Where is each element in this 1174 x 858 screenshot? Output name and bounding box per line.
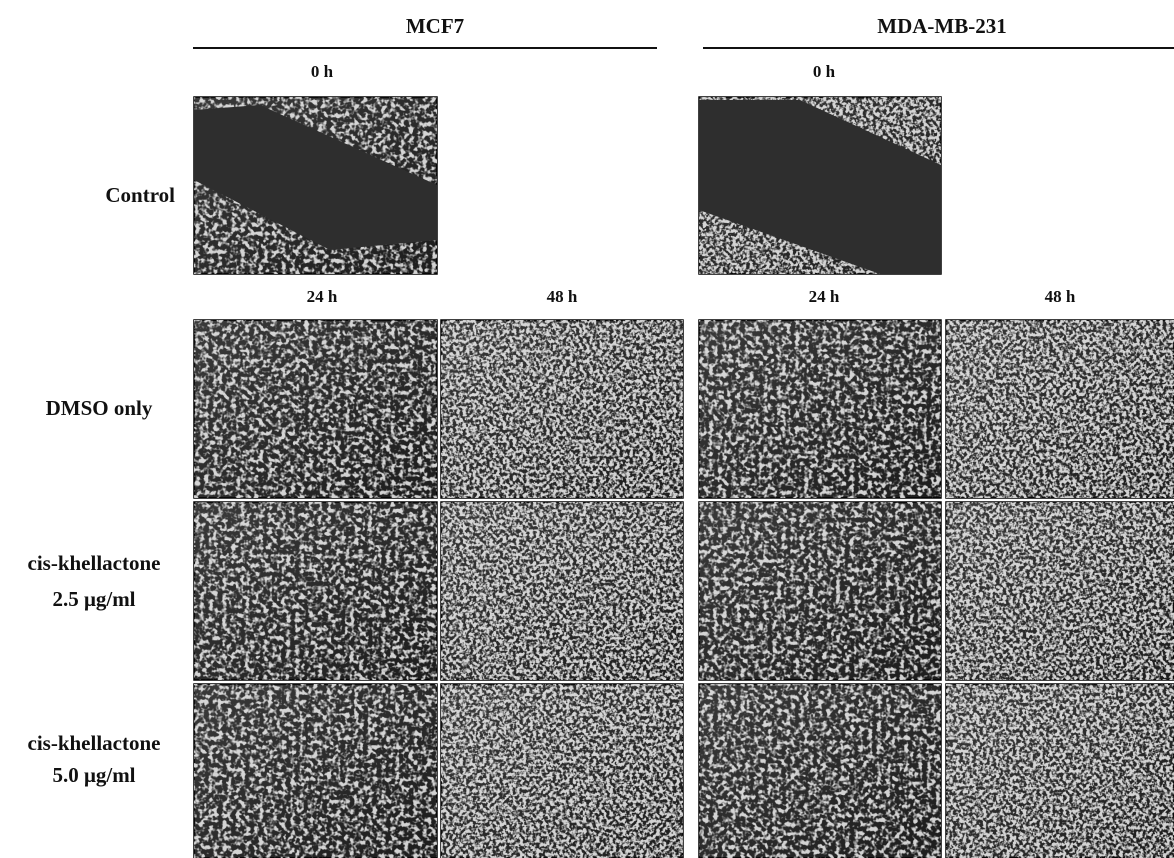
row-label: 5.0 μg/ml [52,763,135,787]
micrograph [441,684,683,858]
micrograph [946,684,1174,858]
micrograph [441,502,683,680]
column-title: MCF7 [406,14,464,38]
time-label: 48 h [547,287,578,306]
time-label: 24 h [809,287,840,306]
row-label: DMSO only [46,396,153,420]
micrograph [699,502,941,680]
micrograph [946,320,1174,498]
panels [194,97,1174,858]
column-title: MDA-MB-231 [877,14,1006,38]
time-label: 48 h [1045,287,1076,306]
time-label: 0 h [311,62,334,81]
micrograph [441,320,683,498]
row-label: cis-khellactone [28,731,161,755]
row-label: cis-khellactone [28,551,161,575]
row-label: Control [105,183,175,207]
figure: MCF7 MDA-MB-231 0 h 0 h 24 h 48 h 24 h 4… [0,0,1174,858]
row-label: 2.5 μg/ml [52,587,135,611]
time-label: 24 h [307,287,338,306]
micrograph [946,502,1174,680]
time-label: 0 h [813,62,836,81]
micrograph [699,684,941,858]
micrograph [194,684,437,858]
micrograph [699,320,941,498]
micrograph [194,502,437,680]
micrograph [194,320,437,498]
